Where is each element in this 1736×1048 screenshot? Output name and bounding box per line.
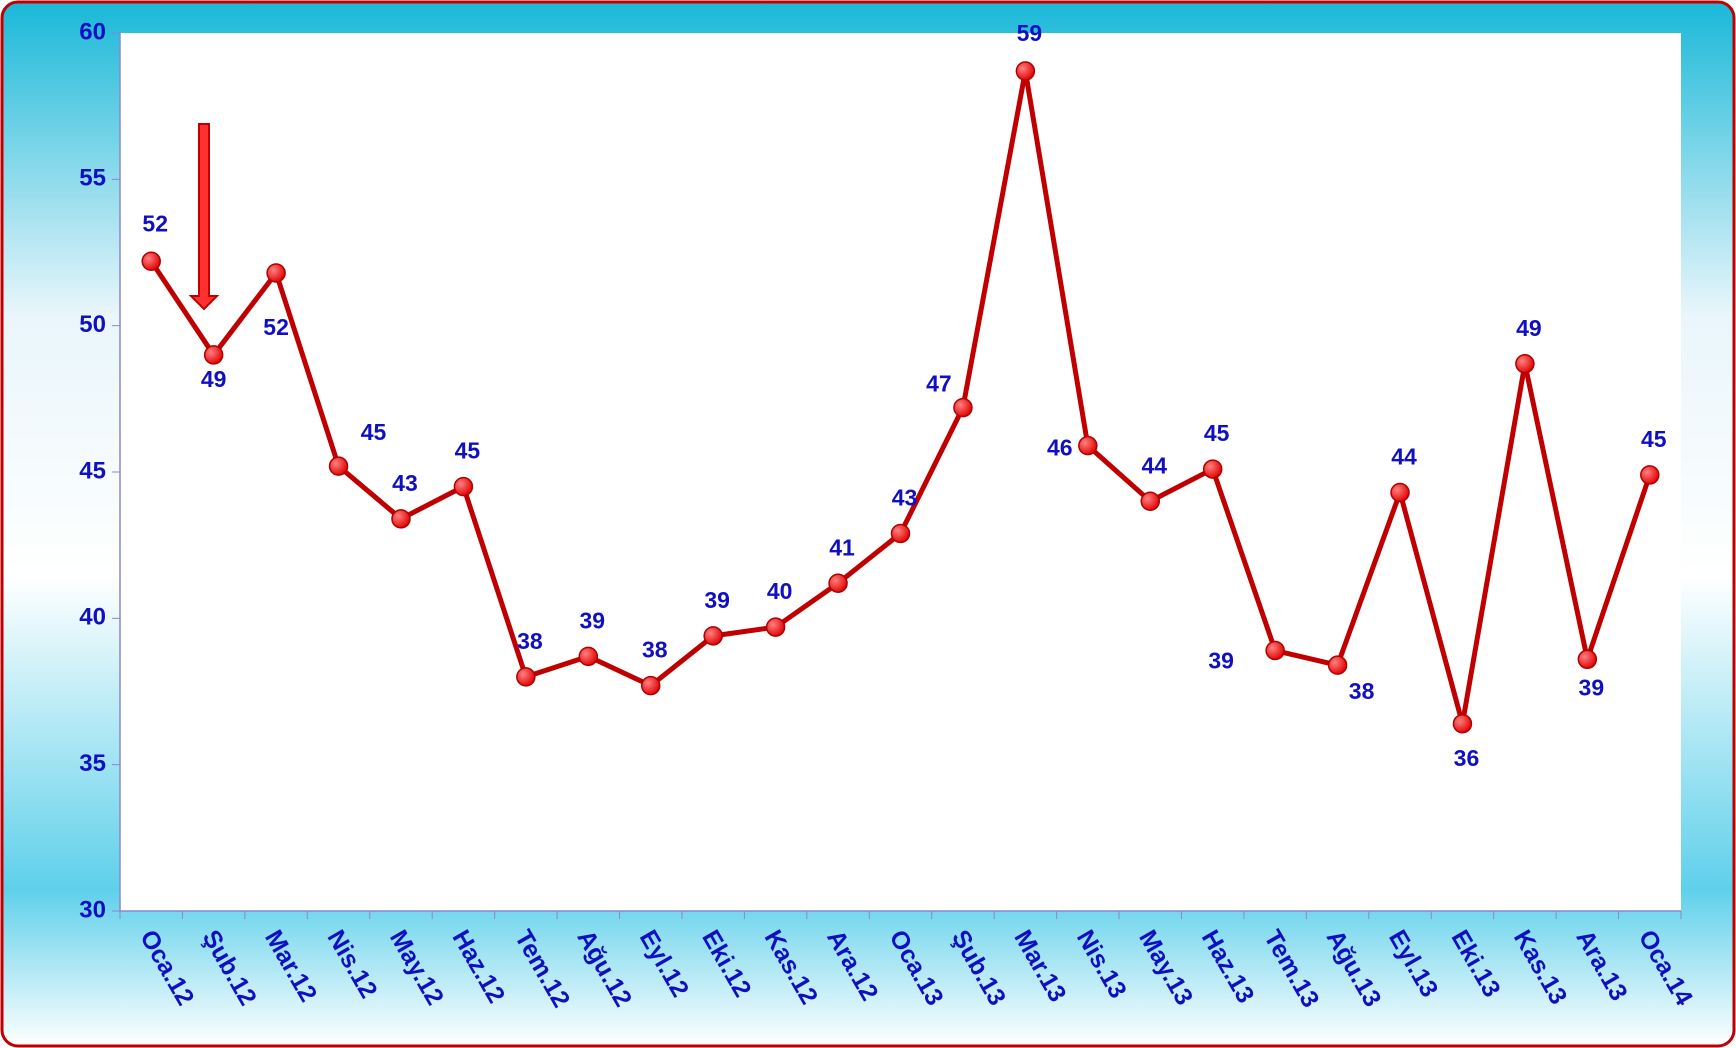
data-label: 49 — [1516, 315, 1542, 341]
y-tick-label: 45 — [79, 457, 106, 484]
data-label: 39 — [704, 587, 730, 613]
data-label: 52 — [263, 314, 289, 340]
marker — [1577, 649, 1598, 670]
data-label: 46 — [1047, 435, 1073, 461]
data-label: 45 — [1204, 420, 1230, 446]
marker — [203, 345, 224, 365]
data-label: 39 — [1579, 674, 1605, 700]
data-label: 49 — [201, 366, 227, 392]
marker — [1265, 640, 1285, 661]
marker — [1452, 713, 1473, 734]
marker — [266, 263, 286, 283]
marker — [1327, 655, 1348, 675]
marker — [1202, 459, 1223, 479]
marker — [703, 626, 723, 646]
data-label: 39 — [1208, 648, 1234, 674]
data-label: 52 — [142, 210, 168, 236]
marker — [1140, 491, 1161, 512]
y-tick-label: 55 — [79, 165, 106, 192]
data-label: 44 — [1391, 444, 1417, 470]
marker — [1390, 482, 1410, 503]
y-tick-label: 60 — [79, 18, 106, 45]
data-label: 43 — [392, 470, 418, 496]
data-label: 40 — [767, 578, 793, 604]
data-label: 44 — [1141, 452, 1167, 478]
y-tick-label: 30 — [79, 896, 106, 923]
data-label: 41 — [829, 534, 855, 560]
marker — [1640, 465, 1660, 485]
data-label: 45 — [361, 419, 387, 445]
y-tick-label: 50 — [79, 311, 106, 338]
marker — [391, 509, 411, 529]
plot-area — [120, 33, 1681, 911]
data-label: 47 — [926, 371, 952, 397]
data-label: 38 — [517, 628, 543, 654]
marker — [1015, 61, 1036, 81]
data-label: 38 — [1349, 678, 1375, 704]
marker — [640, 675, 661, 696]
marker — [1515, 353, 1535, 374]
data-label: 38 — [642, 637, 668, 663]
marker — [328, 456, 349, 476]
data-label: 36 — [1454, 745, 1480, 771]
marker — [141, 251, 161, 272]
marker — [890, 523, 911, 544]
data-label: 39 — [580, 607, 606, 633]
marker — [516, 667, 536, 687]
data-label: 59 — [1017, 20, 1043, 46]
marker — [828, 573, 848, 593]
y-tick-label: 40 — [79, 604, 106, 631]
marker — [453, 476, 474, 497]
marker — [765, 617, 786, 637]
marker — [578, 646, 599, 667]
data-label: 45 — [1641, 426, 1667, 452]
marker — [953, 397, 973, 418]
arrow — [188, 123, 220, 311]
marker — [1078, 435, 1098, 456]
data-label: 45 — [455, 438, 481, 464]
y-tick-label: 35 — [79, 750, 106, 777]
data-label: 43 — [892, 485, 918, 511]
